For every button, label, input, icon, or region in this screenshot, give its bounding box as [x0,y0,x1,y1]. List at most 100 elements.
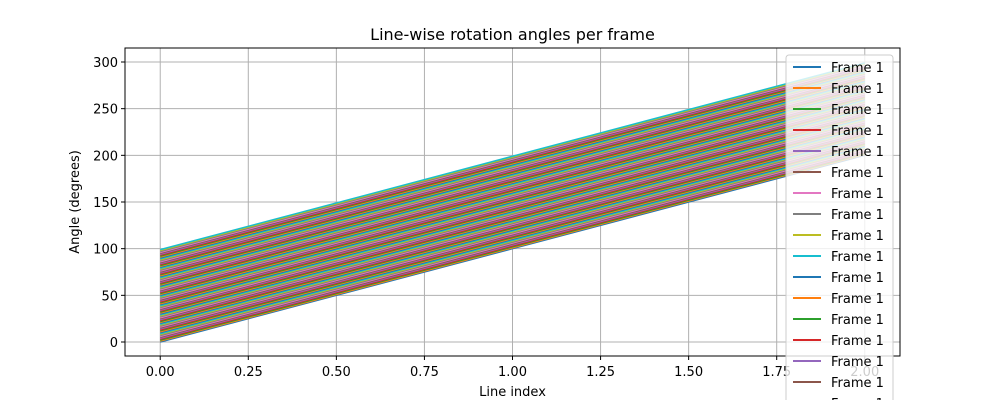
x-axis: 0.000.250.500.751.001.251.501.752.00 [146,356,879,380]
series-line [160,109,865,298]
series-line [160,121,865,310]
series-line [160,154,865,343]
x-tick-label: 1.00 [498,365,527,380]
legend-label: Frame 1 [831,355,884,370]
x-tick-label: 0.75 [410,365,439,380]
series-line [160,62,865,251]
series-line [160,146,865,335]
legend-label: Frame 1 [831,61,884,76]
series-line [160,63,865,252]
series-line [160,105,865,294]
legend-box [785,54,894,400]
series-line [160,135,865,325]
series-line [160,135,865,324]
y-tick-label: 300 [93,56,118,71]
series-line [160,125,865,314]
series-line [160,103,865,292]
y-tick-label: 50 [101,289,118,304]
series-line [160,97,865,286]
series-line [160,82,865,271]
series-line [160,93,865,283]
series-line [160,115,865,304]
series-line [160,121,865,311]
series-line [160,65,865,255]
series-line [160,128,865,317]
series-line [160,95,865,284]
legend: Frame 1 Frame 1 Frame 1 Frame 1 Frame 1 Frame… [785,54,894,400]
legend-label: Frame 1 [831,397,884,400]
series-line [160,79,865,269]
series-line [160,112,865,301]
series-line [160,83,865,272]
y-tick-label: 0 [110,336,118,351]
series-line [160,64,865,253]
y-tick-label: 200 [93,149,118,164]
series-line [160,132,865,321]
series-line [160,70,865,259]
series-line [160,151,865,340]
series-line [160,140,865,329]
series-line [160,141,865,330]
series-line [160,91,865,280]
x-axis-label: Line index [479,385,546,400]
x-tick-label: 0.50 [322,365,351,380]
legend-label: Frame 1 [831,313,884,328]
series-line [160,90,865,279]
series-line [160,78,865,267]
y-tick-label: 150 [93,196,118,211]
series-line [160,76,865,265]
x-tick-label: 0.00 [146,365,175,380]
series-line [160,102,865,291]
series-line [160,126,865,315]
series-line [160,111,865,300]
series-line [160,127,865,316]
series-line [160,113,865,302]
series-line [160,101,865,290]
series-line [160,136,865,325]
x-tick-label: 1.75 [762,365,791,380]
series-line [160,107,865,296]
series-line [160,150,865,339]
series-line [160,118,865,307]
series-line [160,66,865,255]
series-line [160,123,865,312]
series-line [160,99,865,288]
legend-label: Frame 1 [831,124,884,139]
series-line [160,93,865,282]
y-axis-label: Angle (degrees) [68,150,83,254]
series-line [160,79,865,268]
series-line [160,119,865,308]
series-line [160,145,865,334]
series-line [160,77,865,266]
legend-label: Frame 1 [831,82,884,97]
series-line [160,153,865,342]
series-line [160,149,865,339]
series-line [160,88,865,277]
series-line [160,134,865,323]
x-tick-label: 1.50 [674,365,703,380]
y-axis: 0 50 100 150 200 250 300 [93,56,125,351]
series-line [160,84,865,273]
legend-label: Frame 1 [831,292,884,307]
legend-label: Frame 1 [831,187,884,202]
legend-label: Frame 1 [831,334,884,349]
series-line [160,137,865,326]
legend-label: Frame 1 [831,145,884,160]
series-line [160,131,865,320]
series-line [160,122,865,311]
series-line [160,75,865,264]
series-line [160,72,865,261]
series-line [160,148,865,337]
series-line [160,81,865,270]
series-line [160,107,865,297]
legend-label: Frame 1 [831,376,884,391]
series-line [160,114,865,303]
series-line [160,87,865,276]
series-line [160,86,865,275]
series-line [160,98,865,287]
series-line [160,124,865,313]
series-line [160,85,865,274]
series-line [160,89,865,278]
series-line [160,67,865,256]
